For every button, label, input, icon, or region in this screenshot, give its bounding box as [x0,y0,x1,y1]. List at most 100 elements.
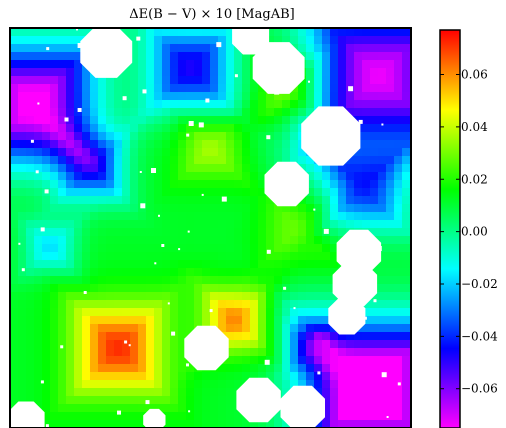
heatmap-cell [74,52,83,61]
heatmap-cell [226,324,235,333]
heatmap-cell [282,92,291,101]
heatmap-cell [282,116,291,125]
heatmap-cell [242,188,251,197]
heatmap-cell [210,92,219,101]
heatmap-cell [226,188,235,197]
heatmap-cell [186,196,195,205]
heatmap-cell [58,140,67,149]
heatmap-cell [258,108,267,117]
heatmap-cell [242,68,251,77]
heatmap-cell [242,140,251,149]
heatmap-cell [266,244,275,253]
heatmap-cell [170,100,179,109]
heatmap-cell [50,68,59,77]
heatmap-cell [106,164,115,173]
heatmap-cell [394,228,403,237]
heatmap-cell [98,188,107,197]
mask-speckle [77,43,83,48]
heatmap-cell [346,44,355,53]
heatmap-cell [362,364,371,373]
heatmap-cell [162,260,171,269]
heatmap-cell [346,340,355,349]
heatmap-cell [10,52,19,61]
heatmap-cell [250,124,259,133]
heatmap-cell [234,76,243,85]
heatmap-cell [258,180,267,189]
heatmap-cell [322,348,331,357]
heatmap-cell [330,388,339,397]
heatmap-cell [218,396,227,405]
heatmap-cell [18,324,27,333]
heatmap-cell [90,108,99,117]
heatmap-cell [298,92,307,101]
heatmap-cell [146,68,155,77]
heatmap-cell [266,124,275,133]
heatmap-cell [210,292,219,301]
heatmap-cell [98,292,107,301]
heatmap-cell [122,420,131,428]
heatmap-cell [362,92,371,101]
heatmap-cell [90,412,99,421]
heatmap-cell [170,348,179,357]
heatmap-cell [98,132,107,141]
heatmap-cell [90,396,99,405]
heatmap-cell [298,156,307,165]
heatmap-cell [98,220,107,229]
heatmap-cell [10,164,19,173]
heatmap-cell [34,140,43,149]
heatmap-cell [242,220,251,229]
heatmap-cell [234,100,243,109]
heatmap-cell [282,364,291,373]
heatmap-cell [74,348,83,357]
heatmap-cell [242,60,251,69]
heatmap-cell [298,108,307,117]
heatmap-cell [394,340,403,349]
heatmap-cell [378,244,387,253]
heatmap-cell [194,28,203,37]
heatmap-cell [82,300,91,309]
heatmap-cell [322,68,331,77]
heatmap-cell [226,180,235,189]
heatmap-cell [394,356,403,365]
heatmap-cell [186,212,195,221]
heatmap-cell [162,180,171,189]
heatmap-cell [402,340,411,349]
heatmap-cell [154,36,163,45]
heatmap-cell [386,28,395,37]
heatmap-cell [122,276,131,285]
heatmap-cell [394,372,403,381]
heatmap-cell [66,324,75,333]
heatmap-cell [98,156,107,165]
heatmap-cell [66,268,75,277]
heatmap-cell [298,204,307,213]
heatmap-cell [314,284,323,293]
heatmap-cell [274,412,283,421]
heatmap-cell [74,356,83,365]
heatmap-cell [66,420,75,428]
heatmap-cell [90,92,99,101]
heatmap-cell [322,204,331,213]
heatmap-cell [298,332,307,341]
heatmap-cell [402,100,411,109]
heatmap-cell [74,252,83,261]
heatmap-cell [26,284,35,293]
heatmap-cell [218,412,227,421]
mask-speckle [122,96,127,101]
heatmap-cell [346,52,355,61]
heatmap-cell [274,116,283,125]
heatmap-cell [74,292,83,301]
heatmap-cell [82,308,91,317]
heatmap-cell [346,388,355,397]
heatmap-cell [98,324,107,333]
heatmap-cell [122,388,131,397]
heatmap-cell [58,332,67,341]
heatmap-cell [90,348,99,357]
heatmap-cell [114,332,123,341]
heatmap-cell [210,308,219,317]
mask-speckle [209,309,213,313]
heatmap-cell [298,212,307,221]
heatmap-cell [42,220,51,229]
heatmap-cell [210,404,219,413]
heatmap-cell [394,412,403,421]
heatmap-cell [210,180,219,189]
